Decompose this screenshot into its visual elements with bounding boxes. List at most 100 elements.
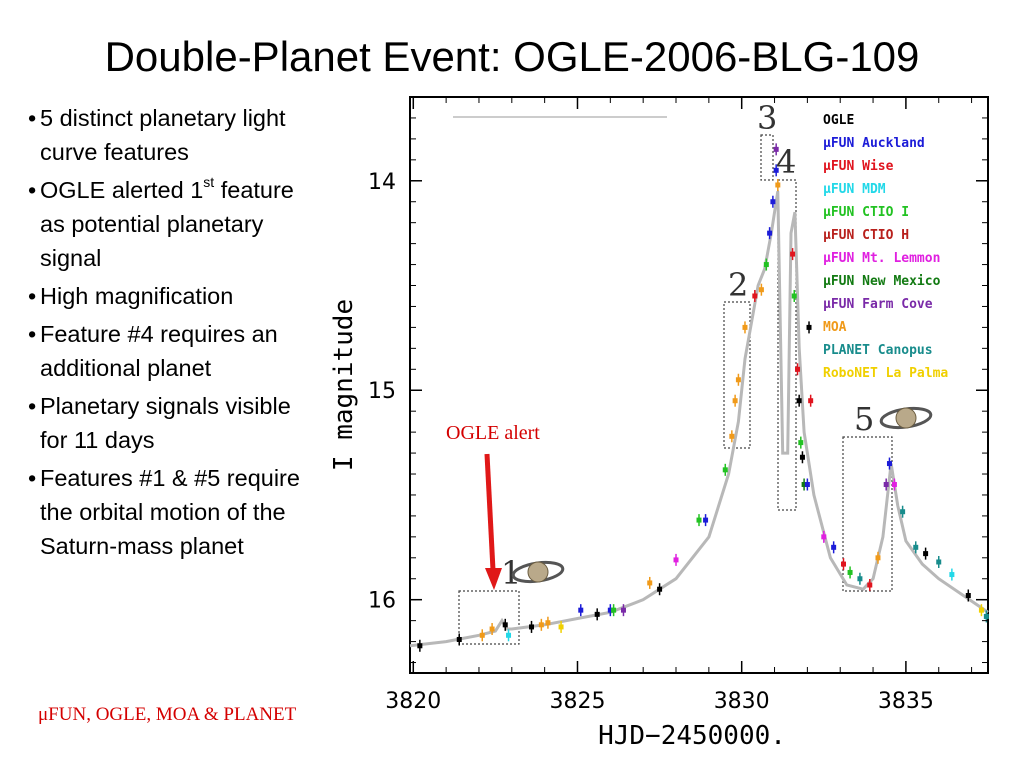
data-point	[867, 582, 873, 588]
y-axis-label: I magnitude	[329, 299, 359, 471]
data-point	[735, 377, 741, 383]
alert-arrow-shaft	[484, 453, 496, 571]
data-point	[790, 251, 796, 257]
data-point	[703, 517, 709, 523]
legend-entry: μFUN Auckland	[823, 136, 925, 151]
x-tick-label: 3820	[385, 689, 441, 714]
data-point	[742, 324, 748, 330]
data-point	[729, 433, 735, 439]
bullet-text: OGLE alerted 1	[40, 177, 204, 203]
data-point	[770, 199, 776, 205]
data-point	[696, 517, 702, 523]
data-point	[883, 481, 889, 487]
x-tick-label: 3835	[878, 689, 934, 714]
bullet-text: 5 distinct planetary light curve feature…	[40, 105, 286, 165]
ogle-alert-label: OGLE alert	[446, 422, 540, 444]
data-point	[798, 440, 804, 446]
data-point	[620, 607, 626, 613]
data-point	[831, 544, 837, 550]
legend-entry: μFUN CTIO H	[823, 228, 909, 243]
alert-arrow-head	[485, 568, 502, 590]
x-axis-label: HJD−2450000.	[598, 721, 786, 751]
feature-label-5: 5	[854, 400, 874, 438]
model-curve	[409, 191, 989, 648]
bullet-item: High magnification	[28, 279, 318, 313]
saturn-icon	[879, 406, 933, 430]
data-point	[965, 593, 971, 599]
data-point	[502, 622, 508, 628]
data-point	[594, 611, 600, 617]
feature-box-1	[458, 590, 520, 645]
feature-label-1: 1	[501, 554, 521, 592]
feature-box-2	[723, 301, 751, 449]
bullet-item: Planetary signals visible for 11 days	[28, 389, 318, 457]
feature-box-5	[842, 436, 893, 592]
data-point	[545, 620, 551, 626]
data-point	[847, 569, 853, 575]
data-point	[923, 551, 929, 557]
bullet-list: 5 distinct planetary light curve feature…	[28, 101, 318, 567]
bullet-item: Feature #4 requires an additional planet	[28, 317, 318, 385]
x-tick-label: 3830	[714, 689, 770, 714]
bullet-text: Feature #4 requires an additional planet	[40, 321, 278, 381]
data-point	[752, 293, 758, 299]
data-point	[732, 398, 738, 404]
bullet-text: High magnification	[40, 283, 234, 309]
feature-box-3	[760, 134, 774, 181]
data-point	[913, 544, 919, 550]
data-point	[647, 580, 653, 586]
data-point	[821, 534, 827, 540]
y-tick-label: 16	[368, 589, 396, 614]
legend-entry: μFUN Wise	[823, 159, 894, 174]
data-point	[841, 561, 846, 567]
slide-title: Double-Planet Event: OGLE-2006-BLG-109	[104, 33, 920, 80]
feature-label-3: 3	[757, 99, 777, 137]
data-point	[758, 287, 764, 293]
data-point	[983, 613, 989, 619]
data-point	[775, 182, 781, 188]
data-point	[657, 586, 663, 592]
bullet-item: OGLE alerted 1st feature as potential pl…	[28, 173, 318, 275]
y-tick-label: 15	[368, 379, 396, 404]
legend-entry: μFUN CTIO I	[823, 205, 909, 220]
data-point	[857, 576, 863, 582]
data-point	[722, 467, 728, 473]
data-point	[558, 624, 564, 630]
data-point	[900, 509, 906, 515]
data-point	[791, 293, 797, 299]
data-point	[489, 626, 495, 632]
data-point	[417, 643, 423, 649]
legend-entry: OGLE	[823, 113, 854, 128]
legend-entry: μFUN MDM	[823, 182, 886, 197]
data-point	[538, 622, 544, 628]
y-tick-label: 14	[368, 170, 396, 195]
x-tick-label: 3825	[549, 689, 605, 714]
data-point	[949, 572, 955, 578]
data-point	[607, 607, 613, 613]
data-point	[611, 607, 617, 613]
feature-boxes: 1 2 3 4 5	[458, 99, 893, 645]
bullet-superscript: st	[203, 174, 215, 191]
bullet-text: Features #1 & #5 require the orbital mot…	[40, 465, 300, 559]
legend-entry: μFUN New Mexico	[823, 274, 941, 289]
data-point	[978, 607, 984, 613]
data-point	[767, 230, 773, 236]
data-point	[763, 262, 769, 268]
data-point	[799, 454, 805, 460]
data-point	[886, 461, 892, 467]
data-point	[796, 398, 802, 404]
data-point	[479, 632, 485, 638]
collaboration-credit: μFUN, OGLE, MOA & PLANET	[38, 704, 297, 725]
data-points	[417, 143, 989, 652]
legend-entry: PLANET Canopus	[823, 343, 933, 358]
feature-label-4: 4	[776, 143, 796, 181]
chart-legend: OGLE μFUN Auckland μFUN Wise μFUN MDM μFUN C…	[823, 113, 948, 381]
data-point	[773, 146, 779, 152]
data-point	[673, 557, 679, 563]
data-point	[808, 398, 814, 404]
legend-entry: MOA	[823, 320, 847, 335]
data-point	[456, 636, 462, 642]
data-point	[506, 632, 512, 638]
saturn-icon	[511, 560, 565, 584]
